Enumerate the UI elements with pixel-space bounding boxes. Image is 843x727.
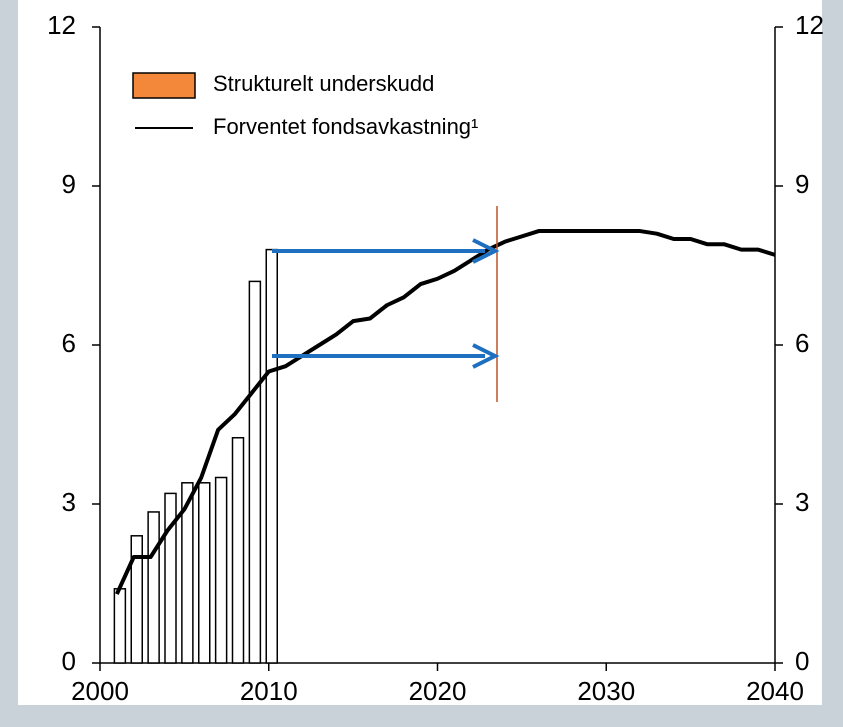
- bar: [198, 482, 211, 664]
- y2-tick-label: 3: [795, 487, 809, 517]
- legend-label: Forventet fondsavkastning¹: [213, 114, 478, 139]
- bar: [181, 482, 194, 664]
- y2-tick-label: 9: [795, 169, 809, 199]
- x-tick-label: 2030: [577, 676, 635, 706]
- bar: [265, 248, 278, 664]
- bar: [147, 511, 160, 664]
- x-tick-label: 2000: [71, 676, 129, 706]
- y2-tick-label: 6: [795, 328, 809, 358]
- y-tick-label: 12: [47, 10, 76, 40]
- y-tick-label: 9: [62, 169, 76, 199]
- marks: 0 3 6 9 12 0 3 6 9 12 2000 2010 2020 2030 2040 Struktur…: [47, 10, 824, 706]
- legend-label: Strukturelt underskudd: [213, 71, 434, 96]
- line: [115, 229, 776, 595]
- bar: [113, 588, 127, 664]
- y2-tick-label: 0: [795, 646, 809, 676]
- x-tick-label: 2040: [746, 676, 804, 706]
- annotation-arrow-head: [472, 343, 500, 369]
- legend-swatch: [132, 72, 196, 99]
- y2-tick-label: 12: [795, 10, 824, 40]
- y-tick-label: 0: [62, 646, 76, 676]
- bar: [231, 437, 245, 664]
- bar: [164, 492, 177, 664]
- annotation-arrow-head: [472, 238, 500, 264]
- bar: [214, 476, 228, 664]
- y-tick-label: 6: [62, 328, 76, 358]
- x-tick-label: 2010: [240, 676, 298, 706]
- y-tick-label: 3: [62, 487, 76, 517]
- bar: [248, 280, 262, 664]
- x-tick-label: 2020: [409, 676, 467, 706]
- bar: [130, 535, 143, 664]
